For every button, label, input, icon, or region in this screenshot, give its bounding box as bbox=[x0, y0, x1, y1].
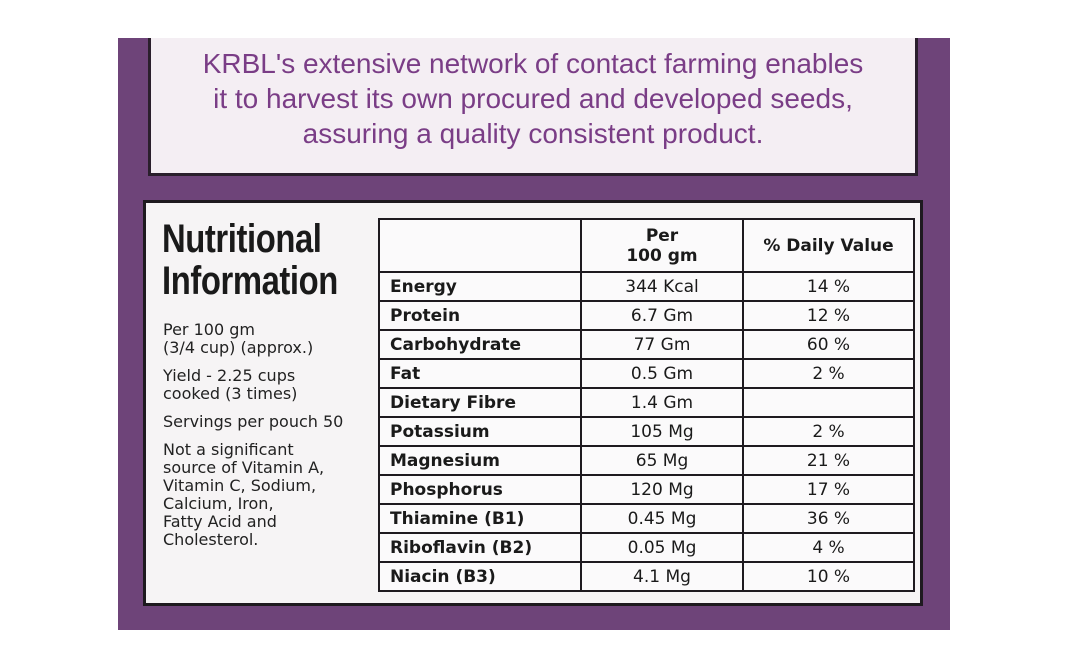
note: Servings per pouch 50 bbox=[163, 413, 343, 431]
table-row: Riboflavin (B2) 0.05 Mg 4 % bbox=[378, 532, 915, 563]
table-cell: Fat bbox=[378, 358, 582, 389]
header-row: Per 100 gm % Daily Value bbox=[378, 218, 915, 273]
table-cell: 0.5 Gm bbox=[580, 358, 744, 389]
info-line: it to harvest its own procured and devel… bbox=[213, 83, 853, 114]
table-row: Phosphorus 120 Mg 17 % bbox=[378, 474, 915, 505]
note-line: Cholesterol. bbox=[163, 530, 259, 549]
table-cell: 0.45 Mg bbox=[580, 503, 744, 534]
table-cell: 65 Mg bbox=[580, 445, 744, 476]
table-cell: 1.4 Gm bbox=[580, 387, 744, 418]
table-cell: Potassium bbox=[378, 416, 582, 447]
table-cell bbox=[742, 387, 915, 418]
table-cell: Energy bbox=[378, 271, 582, 302]
note-line: Vitamin C, Sodium, bbox=[163, 476, 317, 495]
note-line: source of Vitamin A, bbox=[163, 458, 325, 477]
table-cell: 10 % bbox=[742, 561, 915, 592]
note-line: Fatty Acid and bbox=[163, 512, 277, 531]
note-line: Calcium, Iron, bbox=[163, 494, 274, 513]
note-line: cooked (3 times) bbox=[163, 384, 298, 403]
note: Yield - 2.25 cups cooked (3 times) bbox=[163, 367, 343, 403]
title-line: Nutritional bbox=[162, 217, 322, 261]
info-line: KRBL's extensive network of contact farm… bbox=[202, 48, 864, 79]
table-cell: 2 % bbox=[742, 358, 915, 389]
table-row: Niacin (B3) 4.1 Mg 10 % bbox=[378, 561, 915, 592]
table-cell: Phosphorus bbox=[378, 474, 582, 505]
nutrition-table: Per 100 gm % Daily Value Energy 344 Kcal 14 %… bbox=[378, 218, 915, 592]
table-cell: 6.7 Gm bbox=[580, 300, 744, 331]
info-line: assuring a quality consistent product. bbox=[302, 118, 764, 149]
note-line: Per 100 gm bbox=[163, 320, 255, 339]
table-cell: 77 Gm bbox=[580, 329, 744, 360]
table-row: Energy 344 Kcal 14 % bbox=[378, 271, 915, 302]
table-row: Dietary Fibre 1.4 Gm bbox=[378, 387, 915, 418]
nutrition-title: Nutritional Information bbox=[162, 218, 338, 302]
title-line: Information bbox=[162, 259, 338, 303]
table-row: Protein 6.7 Gm 12 % bbox=[378, 300, 915, 331]
table-row: Potassium 105 Mg 2 % bbox=[378, 416, 915, 447]
table-cell: 2 % bbox=[742, 416, 915, 447]
table-row: Carbohydrate 77 Gm 60 % bbox=[378, 329, 915, 360]
table-cell: Protein bbox=[378, 300, 582, 331]
table-cell: 17 % bbox=[742, 474, 915, 505]
table-cell: 4 % bbox=[742, 532, 915, 563]
notes: Per 100 gm (3/4 cup) (approx.) Yield - 2.2… bbox=[163, 321, 343, 559]
table-cell: Riboflavin (B2) bbox=[378, 532, 582, 563]
header-line: % Daily Value bbox=[763, 235, 894, 256]
header-cell: Per 100 gm bbox=[580, 218, 744, 273]
note-line: Yield - 2.25 cups bbox=[163, 366, 296, 385]
note: Per 100 gm (3/4 cup) (approx.) bbox=[163, 321, 343, 357]
table-cell: 120 Mg bbox=[580, 474, 744, 505]
note-line: (3/4 cup) (approx.) bbox=[163, 338, 314, 357]
header-line: Per bbox=[645, 225, 679, 246]
table-cell: 0.05 Mg bbox=[580, 532, 744, 563]
table-cell: Dietary Fibre bbox=[378, 387, 582, 418]
header-line: 100 gm bbox=[626, 245, 698, 266]
table-cell: 4.1 Mg bbox=[580, 561, 744, 592]
table-cell: 12 % bbox=[742, 300, 915, 331]
table-cell: Magnesium bbox=[378, 445, 582, 476]
table-cell: Carbohydrate bbox=[378, 329, 582, 360]
header-cell: % Daily Value bbox=[742, 218, 915, 273]
table-row: Thiamine (B1) 0.45 Mg 36 % bbox=[378, 503, 915, 534]
table-cell: 36 % bbox=[742, 503, 915, 534]
table-cell: 60 % bbox=[742, 329, 915, 360]
table-cell: 21 % bbox=[742, 445, 915, 476]
note-line: Not a significant bbox=[163, 440, 294, 459]
table-row: Fat 0.5 Gm 2 % bbox=[378, 358, 915, 389]
header-cell bbox=[378, 218, 582, 273]
note-line: Servings per pouch 50 bbox=[163, 412, 344, 431]
table-cell: 14 % bbox=[742, 271, 915, 302]
table-cell: Niacin (B3) bbox=[378, 561, 582, 592]
table-cell: 105 Mg bbox=[580, 416, 744, 447]
table-row: Magnesium 65 Mg 21 % bbox=[378, 445, 915, 476]
table-cell: Thiamine (B1) bbox=[378, 503, 582, 534]
note: Not a significant source of Vitamin A, Vit… bbox=[163, 441, 343, 549]
table-cell: 344 Kcal bbox=[580, 271, 744, 302]
info-box: KRBL's extensive network of contact farm… bbox=[148, 38, 918, 176]
